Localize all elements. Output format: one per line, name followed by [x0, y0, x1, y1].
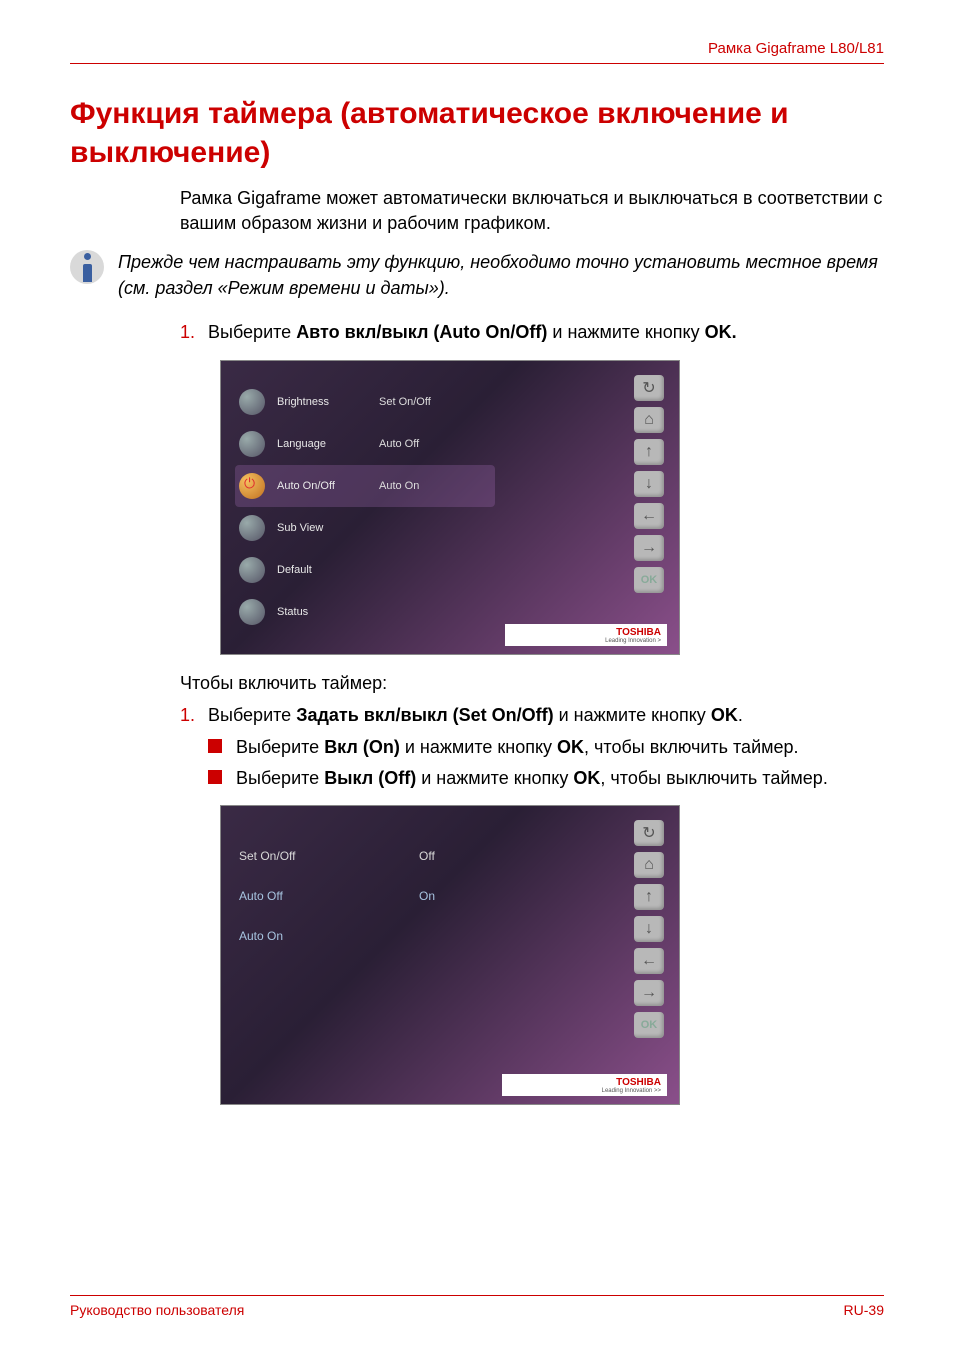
nav-icon: ←: [634, 948, 664, 974]
power-icon: [239, 473, 265, 499]
step-2: 1. Выберите Задать вкл/выкл (Set On/Off)…: [180, 702, 884, 791]
step2-ok: OK: [711, 705, 738, 725]
menu-label: Set On/Off: [239, 849, 339, 863]
nav-icon: ⌂: [634, 407, 664, 433]
menu-value: Off: [419, 849, 435, 863]
nav-icon: ↻: [634, 375, 664, 401]
page-title: Функция таймера (автоматическое включени…: [70, 94, 884, 172]
menu-icon: [239, 515, 265, 541]
bullet-item: Выберите Вкл (On) и нажмите кнопку OK, ч…: [208, 735, 884, 760]
menu-row: Sub View: [235, 507, 495, 549]
step-text-mid: и нажмите кнопку: [547, 322, 704, 342]
step2-pre: Выберите: [208, 705, 296, 725]
step2-mid: и нажмите кнопку: [554, 705, 711, 725]
menu-value: Auto Off: [379, 438, 419, 450]
menu-row: Language Auto Off: [235, 423, 495, 465]
nav-icon: OK: [634, 567, 664, 593]
menu-label: Auto On: [239, 929, 339, 943]
step2-bold: Задать вкл/выкл (Set On/Off): [296, 705, 553, 725]
menu-icon: [239, 557, 265, 583]
nav-icon: ↓: [634, 916, 664, 942]
menu-row: Default: [235, 549, 495, 591]
nav-icon: OK: [634, 1012, 664, 1038]
menu-value: On: [419, 889, 435, 903]
nav-icon: ⌂: [634, 852, 664, 878]
menu-row: Auto On/Off Auto On: [235, 465, 495, 507]
brand-label: TOSHIBA Leading Innovation >>: [502, 1074, 667, 1096]
screenshot-auto-onoff: Brightness Set On/Off Language Auto Off Auto…: [220, 360, 680, 655]
footer-right: RU-39: [844, 1302, 884, 1318]
step-number: 1.: [180, 702, 195, 729]
step-number: 1.: [180, 319, 195, 346]
step-1: 1. Выберите Авто вкл/выкл (Auto On/Off) …: [180, 319, 884, 346]
note-text: Прежде чем настраивать эту функцию, необ…: [118, 250, 884, 300]
step-text-bold: Авто вкл/выкл (Auto On/Off): [296, 322, 547, 342]
menu-row: Set On/Off Off: [239, 836, 499, 876]
menu-row: Auto On: [239, 916, 499, 956]
brand-label: TOSHIBA Leading Innovation >: [505, 624, 667, 646]
page-footer: Руководство пользователя RU-39: [70, 1295, 884, 1318]
step-text-pre: Выберите: [208, 322, 296, 342]
menu-label: Status: [277, 606, 367, 618]
step2-post: .: [738, 705, 743, 725]
footer-left: Руководство пользователя: [70, 1302, 244, 1318]
intro-text: Рамка Gigaframe может автоматически вклю…: [180, 186, 884, 236]
menu-value: Auto On: [379, 480, 419, 492]
menu-label: Auto Off: [239, 889, 339, 903]
subheading: Чтобы включить таймер:: [180, 673, 884, 694]
nav-icon: →: [634, 980, 664, 1006]
nav-icon: ↻: [634, 820, 664, 846]
bullet-item: Выберите Выкл (Off) и нажмите кнопку OK,…: [208, 766, 884, 791]
nav-icon: →: [634, 535, 664, 561]
menu-value: Set On/Off: [379, 396, 431, 408]
menu-label: Brightness: [277, 396, 367, 408]
screenshot-set-onoff: Set On/OffOffAuto OffOnAuto On ↻⌂↑↓←→OK …: [220, 805, 680, 1105]
nav-icon: ←: [634, 503, 664, 529]
menu-label: Language: [277, 438, 367, 450]
menu-row: Brightness Set On/Off: [235, 381, 495, 423]
menu-icon: [239, 599, 265, 625]
menu-row: Auto Off On: [239, 876, 499, 916]
nav-icon: ↑: [634, 439, 664, 465]
nav-icon: ↓: [634, 471, 664, 497]
menu-label: Auto On/Off: [277, 480, 367, 492]
page-header: Рамка Gigaframe L80/L81: [70, 40, 884, 64]
menu-label: Sub View: [277, 522, 367, 534]
menu-label: Default: [277, 564, 367, 576]
nav-icon: ↑: [634, 884, 664, 910]
model-label: Рамка Gigaframe L80/L81: [708, 40, 884, 57]
info-icon: [70, 250, 104, 284]
note-block: Прежде чем настраивать эту функцию, необ…: [70, 250, 884, 300]
step-text-ok: OK.: [705, 322, 737, 342]
menu-row: Status: [235, 591, 495, 633]
menu-icon: [239, 431, 265, 457]
menu-icon: [239, 389, 265, 415]
